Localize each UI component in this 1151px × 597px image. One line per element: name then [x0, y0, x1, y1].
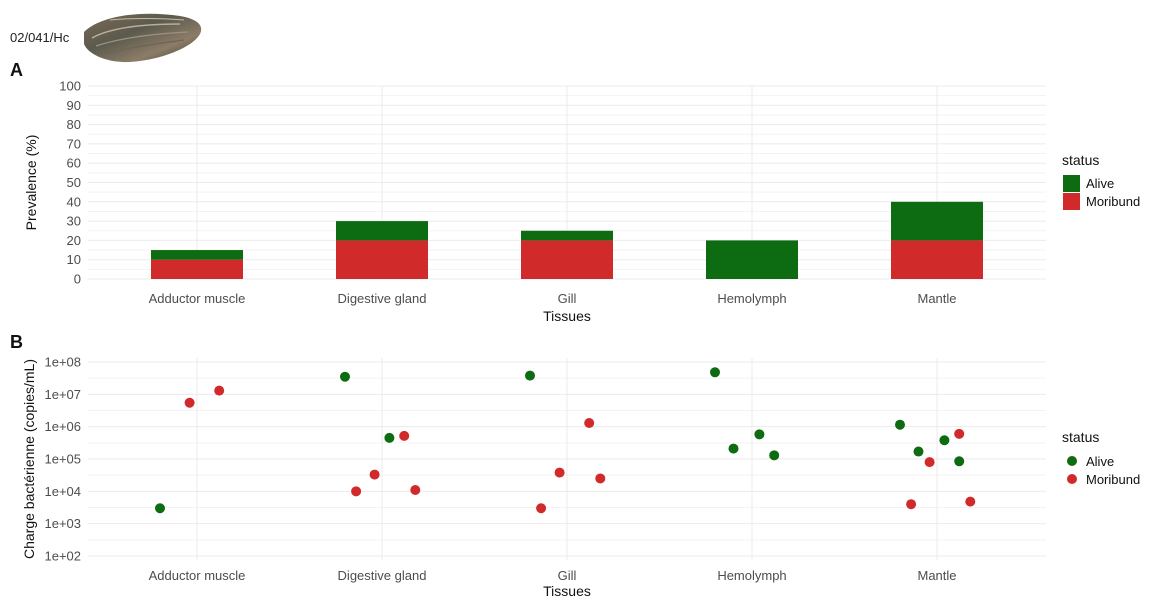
bar-alive-adductor-muscle	[151, 250, 243, 260]
legend-key-moribund	[1067, 474, 1077, 484]
x-axis-title: Tissues	[543, 583, 591, 597]
y-tick-label: 1e+07	[44, 387, 81, 402]
x-tick-label-hemolymph: Hemolymph	[717, 568, 786, 583]
point-alive-mantle	[939, 435, 950, 446]
y-tick-label: 50	[67, 175, 81, 190]
oyster-shell-photo	[84, 13, 202, 63]
x-axis-title: Tissues	[543, 308, 591, 324]
y-tick-label: 1e+08	[44, 355, 81, 370]
bar-alive-digestive-gland	[336, 221, 428, 241]
point-moribund-gill	[584, 417, 595, 428]
bacterial-load-scatter-chart: 1e+02 1e+03 1e+04 1e+05 1e+06 1e+07 1e+08 Adduc…	[21, 355, 1140, 597]
bar-moribund-gill	[521, 240, 613, 279]
point-moribund-gill	[554, 467, 565, 478]
y-axis-title: Prevalence (%)	[23, 135, 39, 231]
point-alive-hemolymph	[754, 429, 765, 440]
y-tick-label: 60	[67, 156, 81, 171]
specimen-id-label: 02/041/Hc	[10, 30, 70, 45]
y-tick-label: 30	[67, 214, 81, 229]
y-tick-label: 0	[74, 272, 81, 287]
x-tick-label-gill: Gill	[558, 291, 577, 306]
point-moribund-mantle	[954, 428, 965, 439]
y-tick-label: 10	[67, 252, 81, 267]
y-tick-label: 1e+05	[44, 452, 81, 467]
point-moribund-digestive-gland	[399, 430, 410, 441]
x-tick-label-adductor-muscle: Adductor muscle	[149, 568, 246, 583]
x-tick-label-hemolymph: Hemolymph	[717, 291, 786, 306]
point-moribund-digestive-gland	[351, 486, 362, 497]
point-alive-mantle	[895, 419, 905, 430]
x-tick-label-digestive-gland: Digestive gland	[338, 291, 427, 306]
point-moribund-digestive-gland	[369, 469, 380, 480]
x-tick-label-gill: Gill	[558, 568, 577, 583]
point-alive-mantle	[954, 456, 965, 467]
point-moribund-mantle	[965, 496, 976, 507]
legend-key-alive	[1063, 175, 1080, 192]
y-tick-label: 1e+04	[44, 484, 81, 499]
x-tick-label-adductor-muscle: Adductor muscle	[149, 291, 246, 306]
legend-label-alive: Alive	[1086, 176, 1114, 191]
point-alive-digestive-gland	[340, 371, 350, 382]
bar-alive-gill	[521, 230, 613, 241]
y-tick-label: 40	[67, 194, 81, 209]
x-tick-label-mantle: Mantle	[917, 291, 956, 306]
legend-title: status	[1062, 152, 1099, 168]
panel-a-label: A	[10, 60, 23, 80]
point-moribund-mantle	[906, 499, 917, 510]
y-tick-label: 80	[67, 117, 81, 132]
bar-moribund-adductor-muscle	[151, 259, 243, 279]
bar-alive-mantle	[891, 201, 983, 241]
point-moribund-adductor-muscle	[184, 397, 195, 408]
legend-title: status	[1062, 429, 1099, 445]
point-alive-digestive-gland	[384, 432, 395, 443]
bar-moribund-digestive-gland	[336, 240, 428, 279]
legend-label-alive: Alive	[1086, 454, 1114, 469]
point-alive-mantle	[913, 446, 924, 457]
bar-alive-hemolymph	[706, 240, 798, 279]
point-moribund-gill	[595, 473, 606, 484]
point-moribund-digestive-gland	[410, 484, 421, 495]
y-axis-title: Charge bactérienne (copies/mL)	[21, 359, 37, 559]
legend-label-moribund: Moribund	[1086, 472, 1140, 487]
y-tick-label: 90	[67, 98, 81, 113]
point-moribund-mantle	[924, 457, 935, 468]
point-alive-hemolymph	[728, 443, 739, 454]
point-alive-hemolymph	[710, 367, 720, 378]
x-tick-label-mantle: Mantle	[917, 568, 956, 583]
y-tick-label: 20	[67, 233, 81, 248]
y-tick-label: 1e+03	[44, 516, 81, 531]
point-alive-adductor-muscle	[155, 503, 165, 514]
bar-moribund-mantle	[891, 240, 983, 279]
y-tick-label: 70	[67, 136, 81, 151]
y-tick-label: 1e+02	[44, 549, 81, 564]
legend-key-alive	[1067, 456, 1077, 466]
legend-label-moribund: Moribund	[1086, 194, 1140, 209]
legend-key-moribund	[1063, 193, 1080, 210]
point-moribund-adductor-muscle	[214, 385, 225, 396]
point-alive-hemolymph	[769, 450, 780, 461]
y-tick-label: 100	[59, 79, 81, 94]
y-tick-label: 1e+06	[44, 419, 81, 434]
point-alive-gill	[525, 370, 535, 381]
prevalence-bar-chart: 0 10 20 30 40 50 60 70 80 90 100 Adductor muscle Dig…	[23, 79, 1140, 325]
x-tick-label-digestive-gland: Digestive gland	[338, 568, 427, 583]
panel-b-label: B	[10, 332, 23, 352]
point-moribund-gill	[536, 503, 547, 514]
